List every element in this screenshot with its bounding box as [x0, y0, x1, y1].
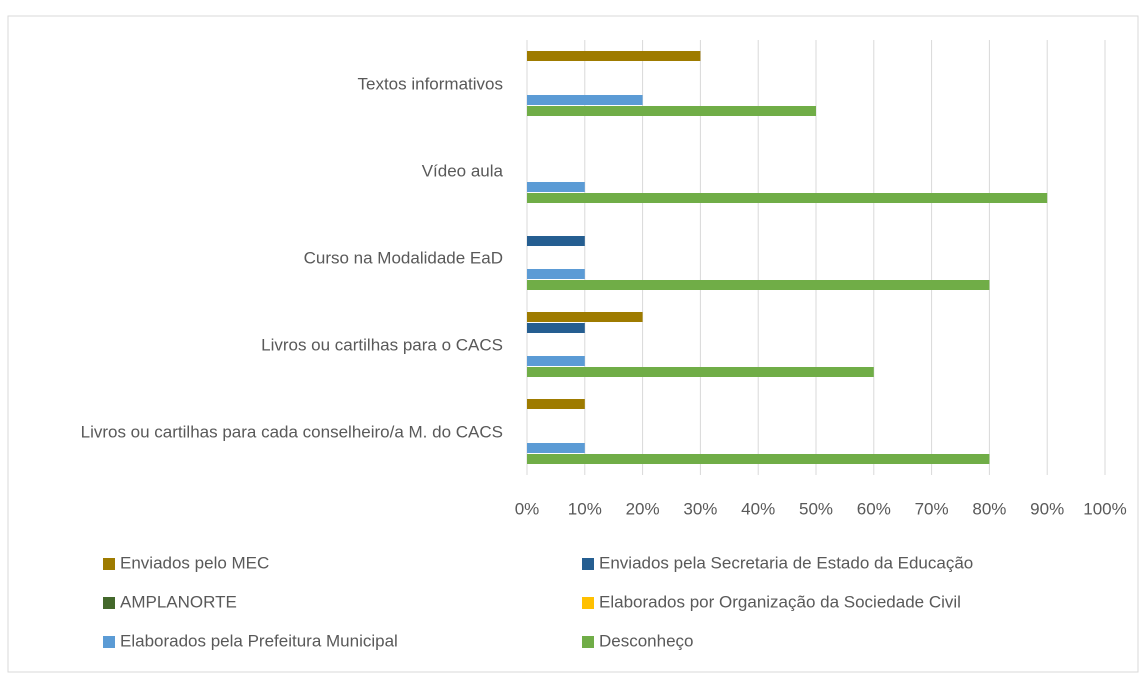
legend-swatch — [103, 558, 115, 570]
bar — [527, 356, 585, 366]
bar — [527, 280, 990, 290]
x-tick-label: 100% — [1083, 499, 1126, 518]
legend-swatch — [582, 636, 594, 648]
legend-label: Enviados pelo MEC — [120, 553, 269, 572]
y-tick-label: Livros ou cartilhas para o CACS — [261, 335, 503, 354]
legend-label: Enviados pela Secretaria de Estado da Ed… — [599, 553, 973, 572]
y-tick-label: Livros ou cartilhas para cada conselheir… — [80, 422, 503, 441]
legend-swatch — [103, 636, 115, 648]
bar — [527, 443, 585, 453]
x-tick-label: 30% — [683, 499, 717, 518]
bar — [527, 95, 643, 105]
bar — [527, 367, 874, 377]
x-tick-label: 60% — [857, 499, 891, 518]
legend-label: Elaborados pela Prefeitura Municipal — [120, 631, 398, 650]
bar — [527, 454, 990, 464]
x-tick-label: 0% — [515, 499, 540, 518]
bar — [527, 269, 585, 279]
y-tick-label: Vídeo aula — [421, 161, 503, 180]
bar — [527, 399, 585, 409]
x-tick-label: 20% — [626, 499, 660, 518]
y-tick-label: Textos informativos — [357, 74, 504, 93]
x-tick-label: 70% — [915, 499, 949, 518]
bar — [527, 312, 643, 322]
bar — [527, 193, 1048, 203]
legend-label: Elaborados por Organização da Sociedade … — [599, 592, 961, 611]
bar — [527, 51, 701, 61]
x-tick-label: 90% — [1030, 499, 1064, 518]
bar — [527, 182, 585, 192]
legend-label: Desconheço — [599, 631, 694, 650]
x-tick-label: 40% — [741, 499, 775, 518]
legend-swatch — [582, 558, 594, 570]
bar — [527, 236, 585, 246]
x-tick-label: 80% — [972, 499, 1006, 518]
x-tick-label: 50% — [799, 499, 833, 518]
chart-border — [7, 15, 1139, 673]
legend-label: AMPLANORTE — [120, 592, 237, 611]
y-tick-label: Curso na Modalidade EaD — [303, 248, 503, 267]
legend-swatch — [103, 597, 115, 609]
x-tick-label: 10% — [568, 499, 602, 518]
bar — [527, 106, 816, 116]
bar — [527, 323, 585, 333]
legend-swatch — [582, 597, 594, 609]
